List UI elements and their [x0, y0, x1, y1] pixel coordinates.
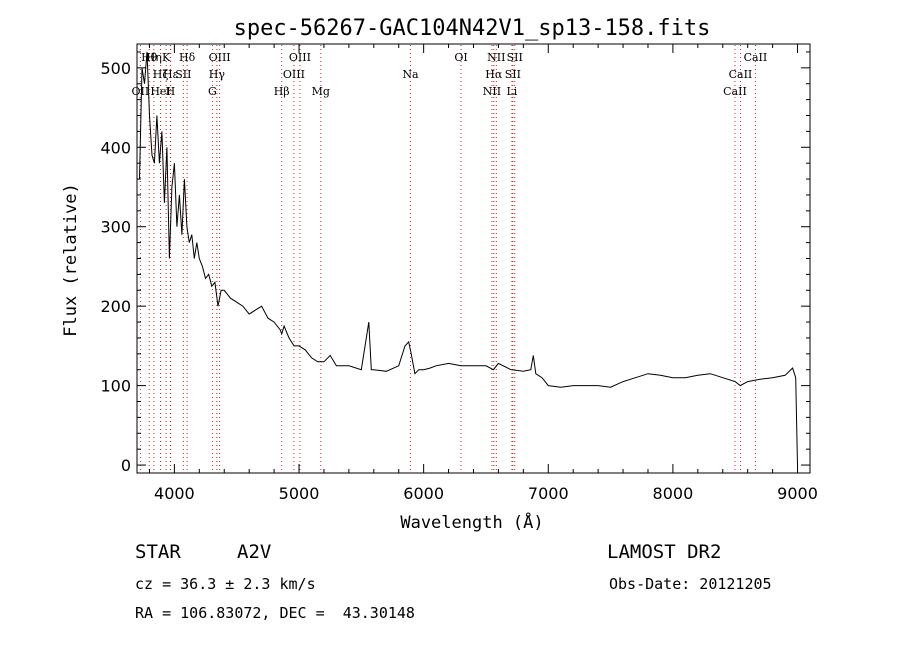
line-label: HeI [150, 85, 170, 98]
line-label: OIII [283, 68, 305, 81]
y-tick-label: 100 [100, 377, 131, 396]
line-label: SII [505, 68, 521, 81]
line-label: CaII [729, 68, 753, 81]
x-tick-label: 8000 [653, 484, 694, 503]
x-tick-label: 5000 [279, 484, 320, 503]
plot-frame [136, 43, 811, 474]
x-axis-label: Wavelength (Å) [400, 511, 543, 533]
line-label: OI [454, 51, 467, 64]
line-label: Li [506, 85, 517, 98]
line-label: NII [483, 85, 501, 98]
line-label: K [162, 51, 171, 64]
x-tick-label: 7000 [528, 484, 569, 503]
chart-title: spec-56267-GAC104N42V1_sp13-158.fits [234, 16, 711, 41]
line-label: OII [132, 85, 150, 98]
line-label: SII [507, 51, 523, 64]
y-tick-label: 400 [100, 138, 131, 157]
line-label: Hε [163, 68, 179, 81]
line-label: Hα [485, 68, 503, 81]
survey-name: LAMOST DR2 [607, 541, 722, 563]
line-label: Hη [146, 51, 162, 64]
obs-date: Obs-Date: 20121205 [609, 575, 772, 593]
line-label: H [166, 85, 176, 98]
y-tick-label: 200 [100, 297, 131, 316]
y-axis-label: Flux (relative) [61, 183, 81, 337]
line-label: SII [175, 68, 191, 81]
y-tick-label: 0 [121, 456, 131, 475]
x-tick-label: 4000 [154, 484, 195, 503]
spectrum-line [139, 51, 798, 466]
y-axis: 0 100 200 300 400 500 [100, 51, 810, 475]
spectral-line-markers [139, 45, 756, 472]
line-label: OIII [289, 51, 311, 64]
line-label: Hδ [179, 51, 196, 64]
coordinates: RA = 106.83072, DEC = 43.30148 [135, 604, 415, 622]
line-label: Hθ [141, 51, 158, 64]
y-tick-label: 500 [100, 59, 131, 78]
line-label: NII [487, 51, 505, 64]
x-axis: 4000 5000 6000 7000 8000 9000 [148, 44, 818, 503]
line-label: Na [402, 68, 419, 81]
object-class: STAR [135, 541, 181, 563]
line-label: G [208, 85, 217, 98]
y-tick-label: 300 [100, 218, 131, 237]
line-label: OIII [209, 51, 231, 64]
redshift-readout: cz = 36.3 ± 2.3 km/s [135, 575, 316, 593]
line-label: Hζ [153, 68, 169, 81]
x-tick-label: 6000 [403, 484, 444, 503]
line-label: Mg [312, 85, 330, 98]
line-label: CaII [723, 85, 747, 98]
line-label: Hβ [274, 85, 290, 98]
line-label: Hγ [209, 68, 226, 81]
line-label: CaII [744, 51, 768, 64]
spectral-subclass: A2V [237, 541, 272, 563]
x-tick-label: 9000 [777, 484, 818, 503]
